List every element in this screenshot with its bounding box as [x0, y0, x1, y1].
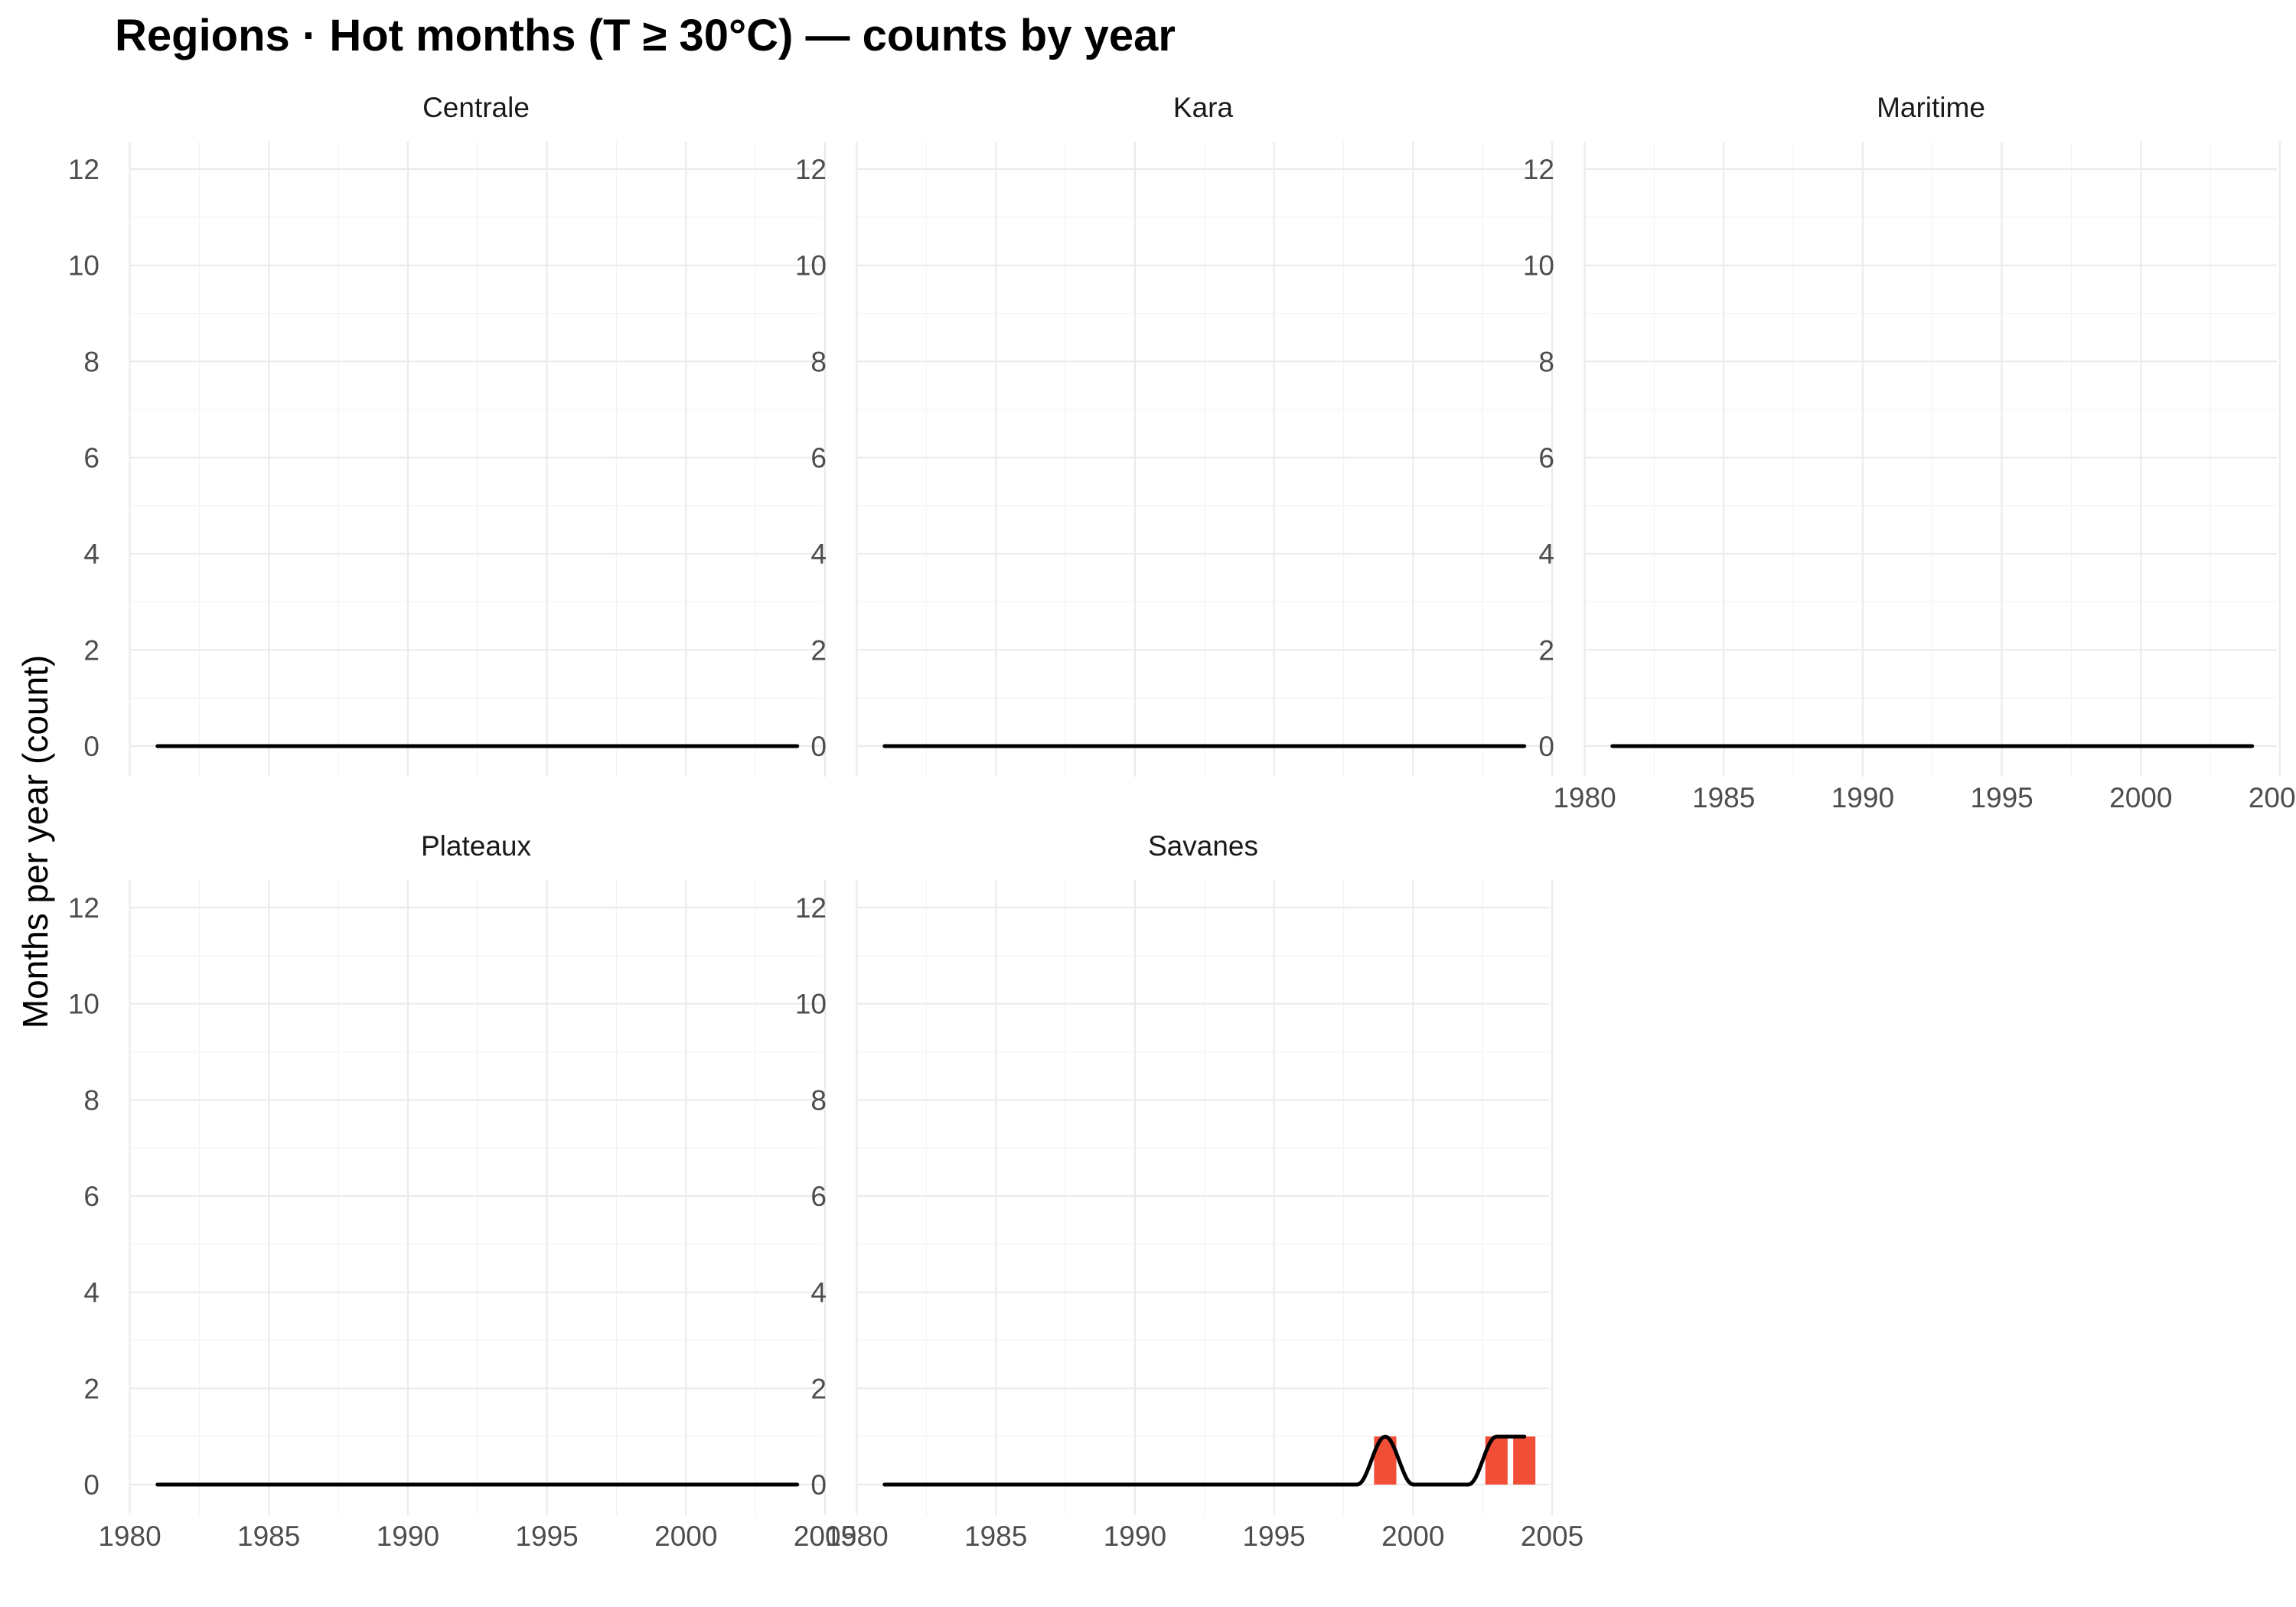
y-tick-label: 10	[68, 250, 99, 282]
y-tick-label: 8	[83, 346, 99, 377]
x-tick-label: 1980	[1553, 782, 1616, 813]
y-tick-label: 0	[1538, 731, 1554, 762]
y-tick-label: 4	[810, 539, 827, 570]
panel-strip-label: Centrale	[422, 92, 530, 123]
y-tick-label: 0	[83, 1469, 99, 1501]
y-tick-label: 12	[68, 892, 99, 924]
y-tick-label: 0	[810, 1469, 827, 1501]
y-tick-label: 12	[68, 154, 99, 185]
y-tick-label: 4	[1538, 539, 1554, 570]
bar	[1513, 1436, 1536, 1485]
x-tick-label: 1995	[1970, 782, 2033, 813]
y-tick-label: 4	[810, 1277, 827, 1309]
y-axis-label: Months per year (count)	[15, 655, 55, 1028]
panel-kara: Kara 0 2 4 6 8 10 12	[795, 92, 1554, 777]
x-tick-label: 1985	[964, 1521, 1027, 1552]
x-tick-label: 1980	[825, 1521, 888, 1552]
y-tick-label: 6	[1538, 442, 1554, 474]
panel-centrale: Centrale 0 2 4 6 8 10 12	[68, 92, 827, 777]
panel-savanes: Savanes 0 2 4 6 8 10 12 1980 1985 1990 1995 2000 2005	[795, 830, 1583, 1552]
y-tick-label: 10	[795, 989, 827, 1020]
chart-title: Regions · Hot months (T ≥ 30°C) — counts…	[115, 11, 1176, 60]
x-tick-label: 1980	[98, 1521, 161, 1552]
x-tick-label: 2005	[794, 1521, 856, 1552]
y-tick-label: 10	[1523, 250, 1554, 282]
y-tick-label: 4	[83, 539, 99, 570]
y-tick-label: 0	[83, 731, 99, 762]
x-tick-label: 1990	[377, 1521, 439, 1552]
y-tick-label: 10	[795, 250, 827, 282]
x-tick-label: 1985	[1692, 782, 1755, 813]
y-tick-label: 6	[83, 1181, 99, 1212]
y-tick-label: 2	[83, 634, 99, 666]
panel-strip-label: Plateaux	[421, 830, 531, 862]
y-tick-label: 12	[795, 892, 827, 924]
y-tick-label: 10	[68, 989, 99, 1020]
y-tick-label: 2	[810, 1373, 827, 1404]
y-tick-label: 2	[810, 634, 827, 666]
y-tick-label: 6	[810, 442, 827, 474]
panel-maritime: Maritime 0 2 4 6 8 10 12 1980 1985 1990 1995 2000 200…	[1523, 92, 2296, 813]
y-tick-label: 0	[810, 731, 827, 762]
x-tick-label: 1995	[1242, 1521, 1305, 1552]
y-tick-label: 8	[810, 1084, 827, 1116]
x-tick-label: 2000	[654, 1521, 717, 1552]
y-tick-label: 8	[1538, 346, 1554, 377]
y-tick-label: 6	[810, 1181, 827, 1212]
x-tick-label: 2000	[2109, 782, 2172, 813]
panel-plateaux: Plateaux 0 2 4 6 8 10 12 1980 1985 1990 1995 2000 200…	[68, 830, 856, 1552]
y-tick-label: 12	[795, 154, 827, 185]
y-tick-label: 4	[83, 1277, 99, 1309]
x-tick-label: 2000	[1381, 1521, 1444, 1552]
panel-strip-label: Savanes	[1148, 830, 1258, 862]
x-tick-label: 1990	[1831, 782, 1894, 813]
x-tick-label: 2005	[1521, 1521, 1583, 1552]
y-tick-label: 2	[1538, 634, 1554, 666]
x-tick-label: 1985	[237, 1521, 300, 1552]
x-tick-label: 1990	[1104, 1521, 1166, 1552]
y-tick-label: 8	[810, 346, 827, 377]
y-tick-label: 8	[83, 1084, 99, 1116]
x-tick-label: 2005	[2249, 782, 2296, 813]
trend-line	[882, 1434, 1527, 1487]
panel-strip-label: Maritime	[1877, 92, 1985, 123]
panel-strip-label: Kara	[1173, 92, 1234, 123]
y-tick-label: 2	[83, 1373, 99, 1404]
x-tick-label: 1995	[515, 1521, 578, 1552]
panels: Centrale 0 2 4 6 8 10 12 Kara 0 2 4 6 8 10 12 Maritime 0 2…	[68, 92, 2296, 1552]
y-tick-label: 12	[1523, 154, 1554, 185]
y-tick-label: 6	[83, 442, 99, 474]
